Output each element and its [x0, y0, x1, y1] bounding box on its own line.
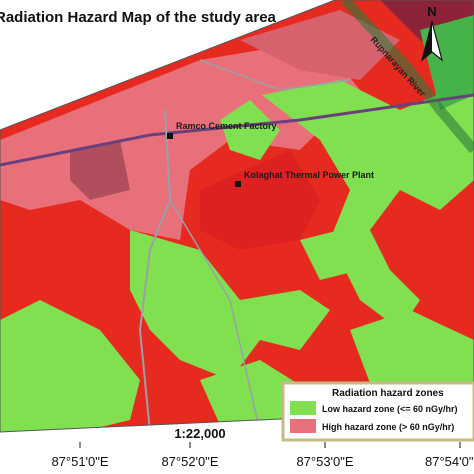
legend: Radiation hazard zones Low hazard zone (…	[281, 381, 474, 442]
north-arrow: N	[420, 4, 444, 62]
low-zone	[0, 300, 140, 432]
legend-swatch	[290, 401, 316, 415]
north-label: N	[427, 4, 436, 19]
legend-item: Low hazard zone (<= 60 nGy/hr)	[322, 404, 458, 414]
low-zone	[262, 80, 474, 330]
low-zone	[220, 100, 280, 160]
longitude-label: 87°52'0"E	[161, 454, 218, 469]
river	[341, 0, 474, 154]
low-zone	[300, 230, 360, 280]
road	[138, 109, 172, 432]
map-frame	[0, 0, 474, 433]
map-title: Radiation Hazard Map of the study area	[0, 9, 277, 26]
longitude-label: 87°51'0"E	[51, 454, 108, 469]
legend-swatch	[290, 419, 316, 433]
longitude-axis: 87°51'0"E 87°52'0"E 87°53'0"E 87°54'0"E	[51, 442, 474, 469]
low-zone	[130, 230, 330, 380]
built-up	[70, 140, 130, 200]
low-zone	[200, 360, 300, 425]
plant-area	[200, 150, 320, 250]
factory-label: Ramco Cement Factory	[176, 121, 277, 131]
plant-label: Kolaghat Thermal Power Plant	[244, 170, 374, 180]
legend-title: Radiation hazard zones	[332, 388, 444, 399]
factory-marker	[167, 133, 173, 139]
road	[199, 59, 351, 91]
scale-label: 1:22,000	[174, 426, 225, 441]
longitude-label: 87°53'0"E	[296, 454, 353, 469]
plant-marker	[235, 181, 241, 187]
longitude-label: 87°54'0"E	[425, 454, 474, 469]
built-up	[240, 10, 400, 80]
road	[169, 199, 261, 432]
legend-item: High hazard zone (> 60 nGy/hr)	[322, 422, 454, 432]
road	[0, 93, 474, 167]
